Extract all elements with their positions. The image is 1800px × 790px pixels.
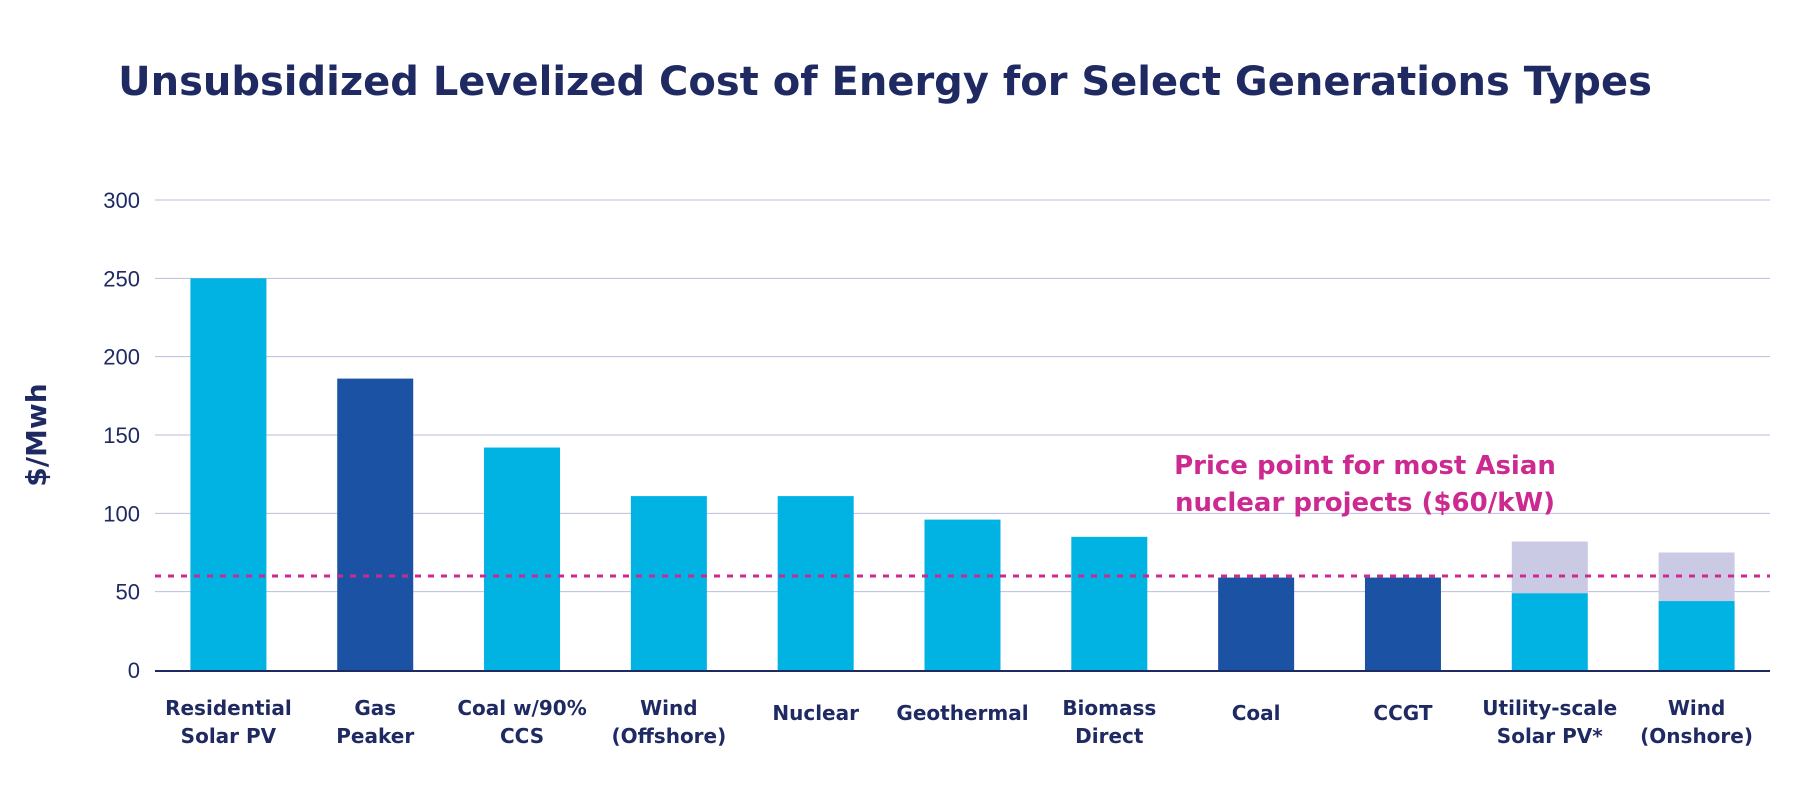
y-axis-ticks: 0 50 100 150 200 250 300 — [103, 188, 140, 683]
reference-line-label: Price point for most Asian — [1174, 451, 1556, 481]
x-category-label: Nuclear — [772, 701, 859, 725]
bar-range — [1511, 541, 1588, 594]
x-category-label: Wind — [1668, 696, 1725, 720]
bar — [484, 447, 561, 670]
x-category-label: CCGT — [1373, 701, 1432, 725]
x-category-label: Utility-scale — [1482, 696, 1617, 720]
gridlines — [155, 199, 1770, 593]
y-tick-label: 250 — [103, 266, 140, 291]
x-category-label: Coal — [1232, 701, 1281, 725]
bar — [1071, 536, 1148, 670]
bar — [190, 278, 267, 670]
x-category-label: (Offshore) — [611, 724, 726, 748]
y-axis-label: $/Mwh — [20, 383, 53, 486]
x-category-label: Geothermal — [896, 701, 1028, 725]
bar — [337, 378, 414, 670]
reference-line-group: Price point for most Asian nuclear projec… — [155, 451, 1770, 578]
bar — [924, 519, 1001, 670]
x-category-label: (Onshore) — [1640, 724, 1753, 748]
x-category-label: Residential — [165, 696, 292, 720]
bar — [630, 496, 707, 670]
bar — [777, 496, 854, 670]
bar — [1364, 577, 1441, 670]
x-category-label: Solar PV — [181, 724, 277, 748]
bar — [1658, 601, 1735, 670]
x-category-label: Gas — [354, 696, 396, 720]
x-category-label: Peaker — [336, 724, 414, 748]
bar — [1511, 593, 1588, 670]
x-category-label: Wind — [640, 696, 697, 720]
x-category-label: Coal w/90% — [457, 696, 586, 720]
x-category-label: Biomass — [1062, 696, 1156, 720]
y-tick-label: 300 — [103, 188, 140, 213]
y-tick-label: 150 — [103, 423, 140, 448]
y-tick-label: 50 — [116, 580, 140, 605]
x-category-label: Direct — [1075, 724, 1144, 748]
x-category-label: Solar PV* — [1497, 724, 1603, 748]
chart-title: Unsubsidized Levelized Cost of Energy fo… — [118, 59, 1652, 105]
x-category-label: CCS — [500, 724, 544, 748]
reference-line-label: nuclear projects ($60/kW) — [1175, 488, 1555, 518]
y-tick-label: 200 — [103, 345, 140, 370]
bar-range — [1658, 552, 1735, 602]
y-tick-label: 0 — [128, 658, 140, 683]
bars — [190, 278, 1735, 670]
y-tick-label: 100 — [103, 501, 140, 526]
bar — [1218, 577, 1295, 670]
x-axis-categories: Residential Solar PV Gas Peaker Coal w/90% CC… — [165, 696, 1753, 748]
